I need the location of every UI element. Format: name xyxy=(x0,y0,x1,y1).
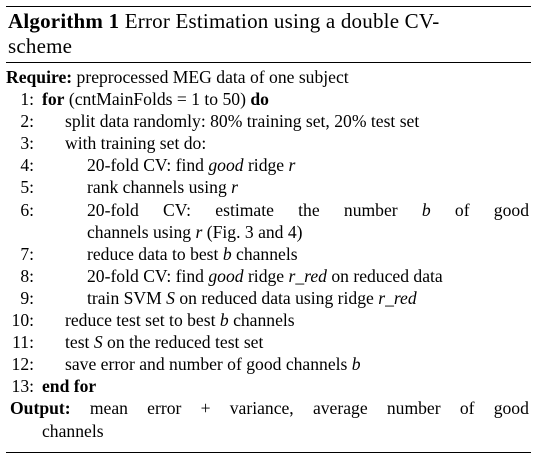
line-word: the xyxy=(298,199,320,220)
math-variable: r_red xyxy=(288,265,327,286)
algorithm-line-6: 6: 20-fold CV: estimate the number b of … xyxy=(6,199,531,221)
require-text: preprocessed MEG data of one subject xyxy=(76,67,349,87)
line-text: on reduced data using ridge xyxy=(174,287,379,308)
output-word: number xyxy=(386,398,441,419)
algorithm-line-1: 1: for (cntMainFolds = 1 to 50) do xyxy=(6,88,531,110)
output-word: variance, xyxy=(229,398,294,419)
algorithm-line-4: 4: 20-fold CV: find good ridge r xyxy=(6,154,531,176)
line-number: 9: xyxy=(20,287,34,308)
line-text: (Fig. 3 and 4) xyxy=(202,221,303,242)
math-variable: b xyxy=(219,310,229,331)
line-number: 8: xyxy=(20,265,34,286)
for-keyword: for xyxy=(42,89,65,110)
line-text: channels xyxy=(228,310,295,331)
algorithm-line-7: 7: reduce data to best b channels xyxy=(6,243,531,265)
line-word: good xyxy=(493,199,529,220)
output-word: good xyxy=(493,398,529,419)
require-keyword: Require: xyxy=(6,67,73,87)
top-rule xyxy=(6,6,531,7)
line-text: 20-fold CV: find xyxy=(87,155,209,176)
math-variable: r_red xyxy=(378,287,417,308)
line-word: number xyxy=(343,199,398,220)
algorithm-line-12: 12: save error and number of good channe… xyxy=(6,353,531,375)
output-keyword: Output: xyxy=(10,398,71,419)
bottom-rule xyxy=(6,452,531,453)
line-text: ridge xyxy=(243,155,289,176)
line-text: on reduced data xyxy=(326,265,443,286)
algorithm-box: Algorithm 1 Error Estimation using a dou… xyxy=(6,6,531,442)
line-text: reduce test set to best xyxy=(65,310,220,331)
line-number: 13: xyxy=(11,376,34,397)
output-text: channels xyxy=(42,420,104,441)
math-variable: b xyxy=(222,243,232,264)
algorithm-line-10: 10: reduce test set to best b channels xyxy=(6,309,531,331)
line-number: 7: xyxy=(20,243,34,264)
line-number: 3: xyxy=(20,133,34,154)
algorithm-body: Require: preprocessed MEG data of one su… xyxy=(6,63,531,442)
math-variable: r xyxy=(231,177,238,198)
output-word: average xyxy=(312,398,368,419)
line-number: 2: xyxy=(20,111,34,132)
line-word: of xyxy=(454,199,470,220)
line-number: 6: xyxy=(20,199,34,220)
do-keyword: do xyxy=(250,89,269,110)
emphasis-text: good xyxy=(208,155,244,176)
output-word: + xyxy=(200,398,211,419)
algorithm-line-8: 8: 20-fold CV: find good ridge r_red on … xyxy=(6,265,531,287)
math-variable: S xyxy=(93,332,103,353)
line-text: with training set do: xyxy=(65,133,207,154)
math-variable: r xyxy=(195,221,203,242)
math-variable: b xyxy=(421,199,431,220)
line-text: rank channels using xyxy=(87,177,232,198)
algorithm-line-11: 11: test S on the reduced test set xyxy=(6,331,531,353)
output-word: error xyxy=(147,398,182,419)
line-number: 5: xyxy=(20,177,34,198)
caption-line-2: scheme xyxy=(8,34,73,58)
line-text: split data randomly: 80% training set, 2… xyxy=(65,111,420,132)
math-variable: S xyxy=(166,287,175,308)
line-number: 11: xyxy=(12,332,34,353)
line-text: channels using xyxy=(87,221,196,242)
line-word: estimate xyxy=(215,199,274,220)
algorithm-label: Algorithm 1 xyxy=(8,9,120,33)
emphasis-text: good xyxy=(208,265,244,286)
line-number: 4: xyxy=(20,155,34,176)
caption-rule xyxy=(6,62,531,63)
line-text: ridge xyxy=(243,265,289,286)
line-text: test xyxy=(65,332,94,353)
end-for-keyword: end for xyxy=(42,376,97,397)
line-number: 1: xyxy=(20,89,34,110)
line-text: (cntMainFolds = 1 to 50) xyxy=(68,89,246,110)
line-text: reduce data to best xyxy=(87,243,223,264)
require-line: Require: preprocessed MEG data of one su… xyxy=(6,66,531,88)
output-line: Output: mean error + variance, average n… xyxy=(6,397,531,419)
output-continuation: channels xyxy=(6,420,531,442)
line-text: save error and number of good channels xyxy=(65,354,352,375)
algorithm-line-2: 2: split data randomly: 80% training set… xyxy=(6,110,531,132)
line-text: train SVM xyxy=(87,287,167,308)
algorithm-title: Error Estimation using a double CV- xyxy=(124,9,440,33)
math-variable: b xyxy=(351,354,361,375)
algorithm-line-6-continuation: channels using r (Fig. 3 and 4) xyxy=(6,221,531,243)
output-word: of xyxy=(459,398,475,419)
line-word: CV: xyxy=(163,199,192,220)
algorithm-line-5: 5: rank channels using r xyxy=(6,176,531,198)
output-word: mean xyxy=(89,398,128,419)
line-word: 20-fold xyxy=(87,199,139,220)
line-number: 10: xyxy=(11,310,34,331)
caption-line-1: Algorithm 1 Error Estimation using a dou… xyxy=(8,9,529,34)
line-text: 20-fold CV: find xyxy=(87,265,209,286)
math-variable: r xyxy=(288,155,296,176)
algorithm-line-9: 9: train SVM S on reduced data using rid… xyxy=(6,287,531,309)
algorithm-line-3: 3: with training set do: xyxy=(6,132,531,154)
algorithm-line-13: 13: end for xyxy=(6,375,531,397)
line-number: 12: xyxy=(11,354,34,375)
algorithm-caption: Algorithm 1 Error Estimation using a dou… xyxy=(6,7,531,62)
line-text: on the reduced test set xyxy=(102,332,264,353)
line-text: channels xyxy=(231,243,298,264)
